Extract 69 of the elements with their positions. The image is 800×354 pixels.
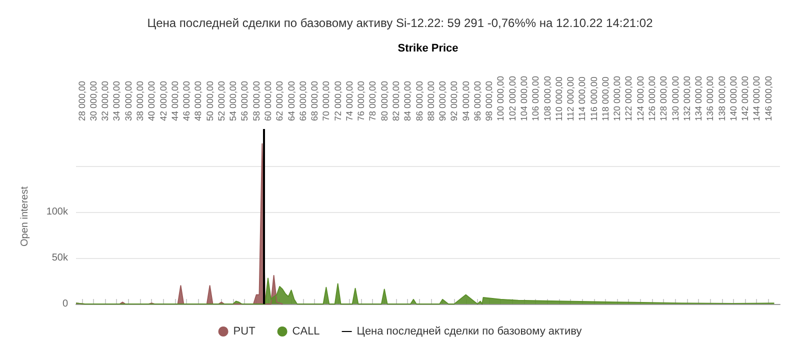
y-tick-label: 50k — [52, 252, 69, 264]
x-tick-label: 76 000,00 — [356, 80, 366, 121]
x-tick-label: 92 000,00 — [449, 80, 460, 121]
x-tick-label: 84 000,00 — [402, 80, 413, 121]
x-tick-label: 42 000,00 — [158, 80, 168, 121]
x-tick-label: 136 000,00 — [705, 76, 716, 121]
x-axis-title: Strike Price — [398, 42, 458, 54]
x-tick-label: 122 000,00 — [624, 76, 634, 121]
x-tick-label: 86 000,00 — [414, 80, 424, 121]
x-tick-label: 126 000,00 — [647, 76, 657, 121]
x-tick-label: 48 000,00 — [193, 80, 204, 121]
legend-label: Цена последней сделки по базовому активу — [356, 326, 582, 338]
x-tick-label: 70 000,00 — [321, 80, 332, 121]
x-tick-label: 88 000,00 — [426, 80, 436, 121]
x-tick-label: 98 000,00 — [484, 80, 494, 121]
legend-label: PUT — [233, 326, 256, 338]
x-tick-label: 132 000,00 — [682, 76, 692, 121]
x-tick-label: 44 000,00 — [170, 80, 180, 121]
x-tick-label: 118 000,00 — [600, 76, 610, 121]
x-tick-label: 64 000,00 — [286, 80, 296, 121]
x-tick-label: 116 000,00 — [588, 76, 599, 121]
x-tick-label: 82 000,00 — [391, 80, 401, 121]
y-tick-label: 100k — [46, 206, 69, 218]
x-tick-label: 52 000,00 — [216, 80, 226, 121]
x-tick-label: 28 000,00 — [76, 80, 87, 121]
x-tick-label: 60 000,00 — [263, 80, 273, 121]
x-tick-label: 114 000,00 — [577, 76, 588, 121]
x-tick-label: 72 000,00 — [332, 80, 343, 121]
x-tick-label: 108 000,00 — [542, 76, 552, 121]
y-axis-title: Open interest — [20, 186, 30, 247]
x-tick-label: 134 000,00 — [694, 76, 704, 121]
x-tick-label: 46 000,00 — [182, 80, 192, 121]
x-tick-label: 106 000,00 — [530, 76, 541, 121]
x-tick-label: 112 000,00 — [566, 76, 576, 121]
x-tick-label: 144 000,00 — [752, 76, 762, 121]
x-tick-label: 90 000,00 — [438, 80, 448, 121]
y-tick-label: 0 — [62, 298, 68, 310]
x-tick-label: 54 000,00 — [228, 80, 238, 121]
x-tick-label: 58 000,00 — [251, 80, 262, 121]
x-tick-label: 100 000,00 — [496, 76, 506, 121]
x-tick-label: 78 000,00 — [368, 80, 378, 121]
legend-label: CALL — [292, 326, 320, 338]
x-tick-label: 38 000,00 — [135, 80, 145, 121]
x-tick-label: 36 000,00 — [123, 80, 134, 121]
x-tick-label: 128 000,00 — [658, 76, 669, 121]
x-tick-label: 40 000,00 — [146, 80, 157, 121]
x-tick-label: 68 000,00 — [310, 80, 320, 121]
x-tick-label: 124 000,00 — [635, 76, 646, 121]
x-tick-label: 142 000,00 — [740, 76, 750, 121]
x-tick-label: 50 000,00 — [204, 80, 215, 121]
x-tick-label: 146 000,00 — [763, 76, 774, 121]
chart-title: Цена последней сделки по базовому активу Si-12.22: 59 291 -0,76%% на 12.10.22 14:21:02 — [147, 16, 654, 30]
x-tick-label: 30 000,00 — [88, 80, 98, 121]
x-tick-label: 66 000,00 — [298, 80, 308, 121]
x-tick-label: 138 000,00 — [716, 76, 727, 121]
x-tick-label: 140 000,00 — [728, 76, 738, 121]
x-tick-label: 74 000,00 — [344, 80, 354, 121]
x-tick-label: 110 000,00 — [554, 76, 564, 121]
x-tick-label: 102 000,00 — [507, 76, 518, 121]
x-tick-label: 62 000,00 — [274, 80, 285, 121]
x-tick-label: 32 000,00 — [100, 80, 110, 121]
x-tick-label: 120 000,00 — [612, 76, 622, 121]
x-tick-label: 130 000,00 — [670, 76, 680, 121]
x-tick-label: 56 000,00 — [240, 80, 250, 121]
x-tick-label: 80 000,00 — [379, 80, 390, 121]
x-tick-label: 94 000,00 — [460, 80, 471, 121]
x-tick-label: 96 000,00 — [472, 80, 482, 121]
x-tick-label: 34 000,00 — [112, 80, 122, 121]
x-tick-label: 104 000,00 — [519, 76, 529, 121]
